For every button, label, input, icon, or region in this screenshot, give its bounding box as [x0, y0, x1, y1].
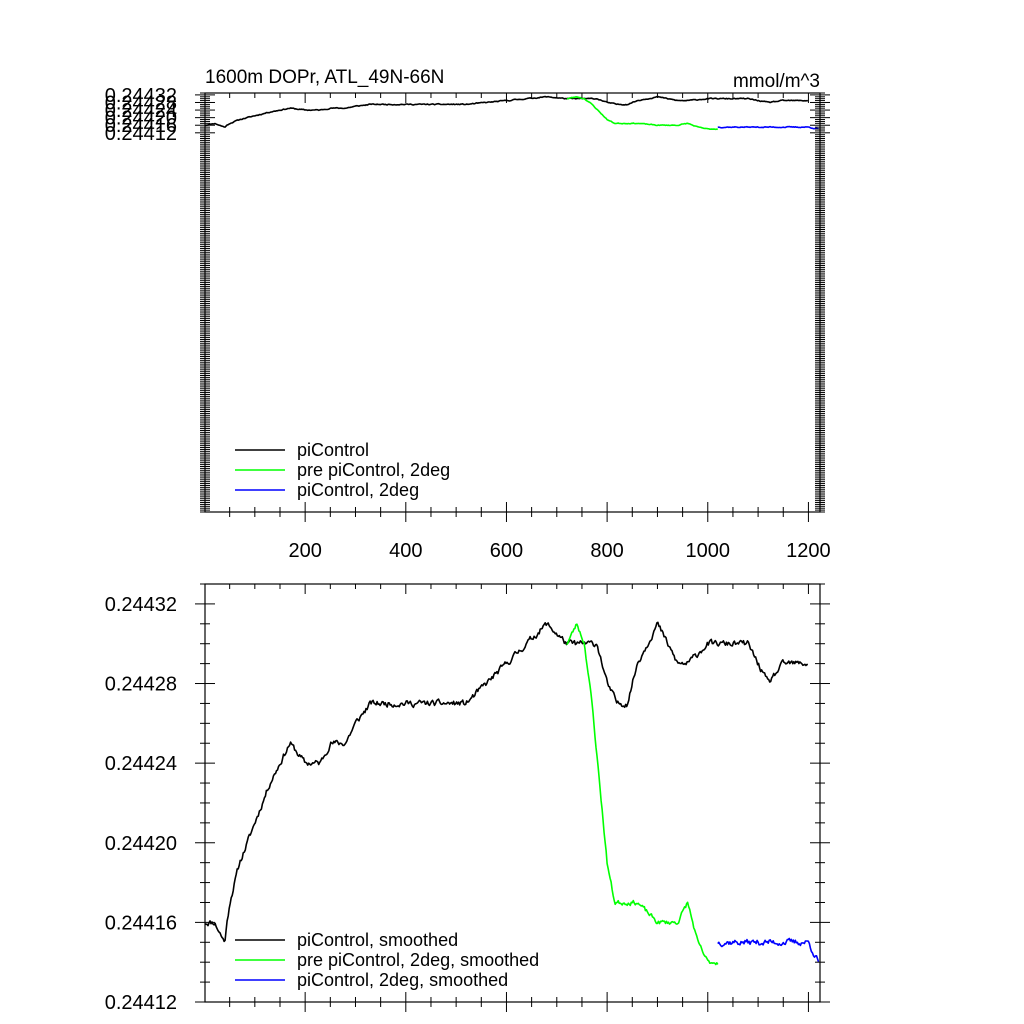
y-tick-label: 0.24420	[105, 833, 177, 855]
y-tick-label: 0.24428	[105, 674, 177, 696]
x-tick-label: 200	[288, 540, 321, 562]
chart-title: 1600m DOPr, ATL_49N-66N	[205, 67, 444, 88]
series-line-picontrol-2deg-smoothed	[717, 937, 820, 963]
legend-label: piControl, 2deg	[297, 480, 419, 500]
legend-label: piControl	[297, 440, 369, 460]
plot-frame	[204, 583, 821, 1003]
y-tick-label: 0.24424	[105, 753, 177, 775]
x-tick-label: 800	[590, 540, 623, 562]
y-tick-label: 0.24428	[105, 92, 177, 114]
y-tick-label: 0.24416	[105, 912, 177, 934]
y-tick-label: 0.24412	[105, 123, 177, 145]
y-tick-label: 0.24424	[105, 100, 177, 122]
y-tick-label: 0.24432	[105, 85, 177, 107]
legend-label: piControl, smoothed	[297, 930, 458, 950]
series-line-pre-picontrol-2deg	[566, 96, 719, 131]
top-panel: 200 400 600 800 1000 1200 0.244120.244160.2442…	[105, 67, 831, 562]
x-tick-label: 1200	[786, 540, 831, 562]
y-tick-label: 0.24416	[105, 115, 177, 137]
y-tick-label: 0.24420	[105, 108, 177, 130]
x-tick-label: 1000	[686, 540, 731, 562]
y-tick-label: 0.24412	[105, 992, 177, 1014]
legend-label: pre piControl, 2deg, smoothed	[297, 950, 539, 970]
legend-label: pre piControl, 2deg	[297, 460, 450, 480]
x-tick-label: 600	[490, 540, 523, 562]
series-line-picontrol-2deg	[717, 125, 819, 130]
legend-label: piControl, 2deg, smoothed	[297, 970, 508, 990]
plot-frame	[204, 92, 821, 513]
y-tick-label: 0.24432	[105, 594, 177, 616]
chart-units: mmol/m^3	[733, 71, 820, 92]
series-line-picontrol-smoothed	[205, 621, 808, 943]
x-tick-label: 400	[389, 540, 422, 562]
bottom-panel: 0.24412 0.24416 0.24420 0.24424 0.24428 0.244…	[105, 583, 830, 1014]
series-line-pre-picontrol-2deg-smoothed	[566, 623, 719, 966]
